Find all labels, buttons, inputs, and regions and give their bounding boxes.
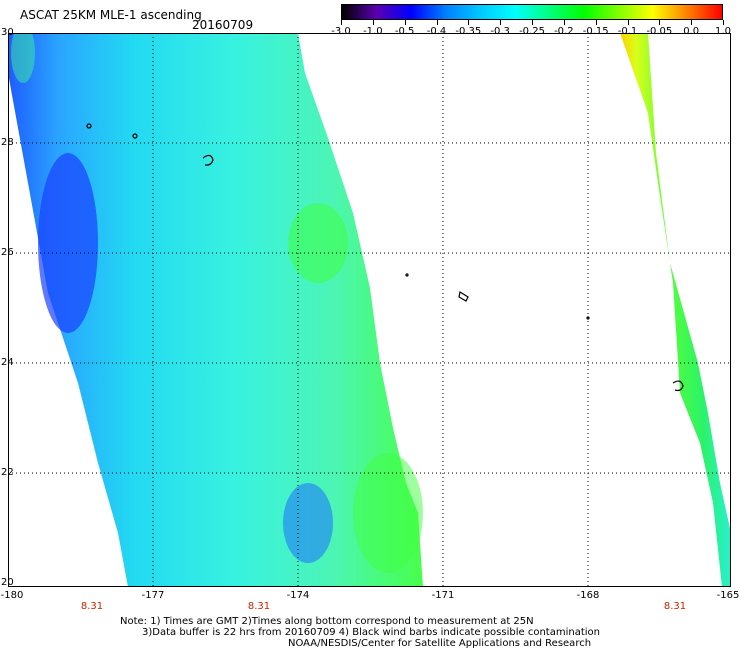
colorbar-label: -0.35	[455, 26, 482, 37]
colorbar-tick	[723, 20, 724, 25]
high-value-region	[288, 203, 348, 283]
latitude-label: 22	[1, 467, 14, 478]
colorbar-tick	[341, 20, 342, 25]
colorbar-label: -0.15	[582, 26, 609, 37]
colorbar-tick	[468, 20, 470, 25]
latitude-label: 28	[1, 137, 14, 148]
colorbar-tick	[436, 20, 438, 25]
colorbar-tick	[500, 20, 502, 25]
longitude-label: -180	[0, 590, 24, 601]
map-frame	[8, 33, 731, 587]
colorbar-label: -3.0	[331, 26, 351, 37]
low-value-region-south	[283, 483, 333, 563]
map-title: ASCAT 25KM MLE-1 ascending	[20, 8, 202, 22]
colorbar-tick	[372, 20, 374, 25]
time-label: 8.31	[247, 601, 271, 612]
low-value-region	[38, 153, 98, 333]
colorbar	[341, 4, 723, 20]
swath-map	[8, 33, 731, 587]
longitude-label: -168	[576, 590, 600, 601]
longitude-label: -177	[141, 590, 165, 601]
longitude-label: -171	[431, 590, 455, 601]
latitude-label: 30	[1, 27, 14, 38]
colorbar-label: -0.3	[490, 26, 510, 37]
colorbar-label: -0.25	[519, 26, 545, 37]
colorbar-tick	[404, 20, 406, 25]
latitude-label: 24	[1, 357, 14, 368]
colorbar-label: 0.0	[683, 26, 700, 37]
latitude-label: 26	[1, 247, 14, 258]
note-line-1: Note: 1) Times are GMT 2)Times along bot…	[120, 616, 534, 627]
map-canvas	[8, 33, 731, 587]
colorbar-gradient	[342, 5, 722, 19]
swath-east	[620, 33, 731, 587]
island	[405, 273, 409, 277]
high-value-region-northwest	[11, 33, 35, 83]
swath-west	[8, 33, 423, 587]
colorbar-label: 1.0	[715, 26, 731, 37]
colorbar-tick	[595, 20, 597, 25]
map-date: 20160709	[192, 18, 254, 32]
island	[458, 291, 469, 302]
longitude-label: -174	[286, 590, 310, 601]
colorbar-label: -0.5	[394, 26, 415, 37]
colorbar-tick	[532, 20, 533, 25]
island	[132, 133, 138, 139]
colorbar-label: -0.4	[426, 26, 447, 37]
graticule	[8, 33, 731, 587]
colorbar-tick	[627, 20, 629, 25]
longitude-label: -165	[716, 590, 740, 601]
island	[86, 123, 92, 129]
note-line-2: 3)Data buffer is 22 hrs from 20160709 4)…	[142, 627, 600, 638]
colorbar-label: -1.0	[363, 26, 383, 37]
time-label: 8.31	[663, 601, 687, 612]
time-label: 8.31	[80, 601, 104, 612]
island	[586, 316, 590, 320]
coastlines	[86, 123, 684, 392]
high-value-region-south	[353, 453, 423, 573]
colorbar-tick	[691, 20, 693, 25]
island	[672, 380, 684, 392]
colorbar-tick	[659, 20, 661, 25]
colorbar-label: -0.1	[617, 26, 638, 37]
colorbar-tick	[563, 20, 565, 25]
colorbar-label: -0.05	[646, 26, 673, 37]
credit-line: NOAA/NESDIS/Center for Satellite Applica…	[288, 638, 592, 649]
colorbar-label: -0.2	[554, 26, 574, 37]
latitude-label: 20	[1, 577, 14, 588]
island	[202, 154, 214, 166]
